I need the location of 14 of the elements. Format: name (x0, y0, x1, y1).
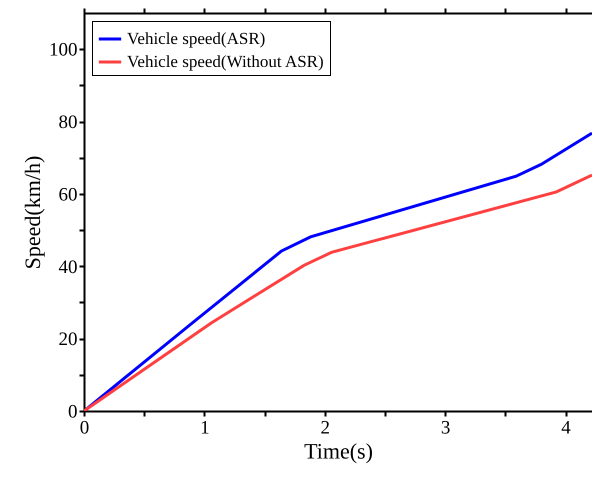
x-tick-label: 1 (200, 418, 210, 438)
y-tick-label: 60 (58, 184, 78, 206)
y-tick-label: 80 (58, 112, 78, 134)
legend-label: Vehicle speed(Without ASR) (127, 52, 324, 71)
x-tick-label: 2 (320, 418, 330, 438)
x-tick-label: 3 (440, 418, 450, 438)
x-tick-label: 4 (561, 418, 572, 438)
y-tick-label: 40 (58, 256, 78, 278)
y-axis-title: Speed(km/h) (20, 156, 45, 270)
x-axis-title: Time(s) (304, 438, 373, 464)
y-tick-label: 20 (58, 329, 78, 350)
y-tick-label: 100 (49, 40, 78, 61)
legend-label: Vehicle speed(ASR) (127, 29, 266, 48)
y-tick-label: 0 (68, 402, 78, 422)
